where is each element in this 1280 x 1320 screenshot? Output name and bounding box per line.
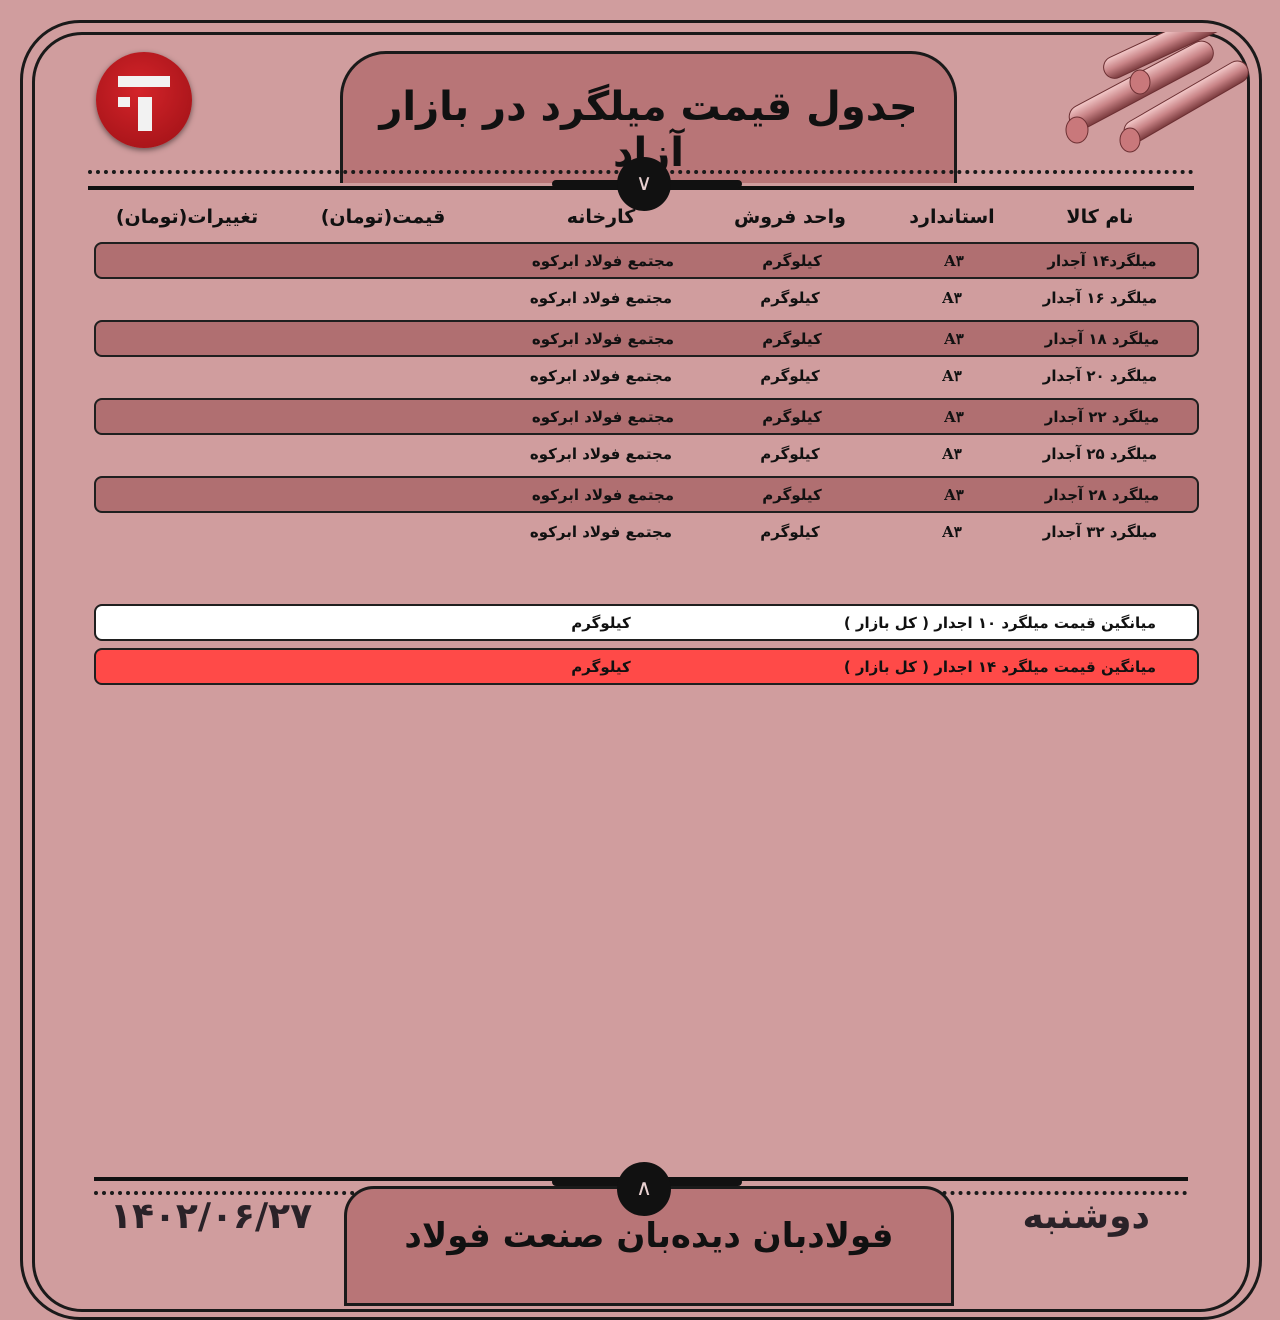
chevron-down-icon[interactable]: ∨ (617, 157, 671, 211)
cell-name: میلگرد ۱۸ آجدار (1044, 330, 1160, 348)
cell-standard: A۳ (942, 445, 962, 463)
table-row: میلگرد۱۴ آجدار A۳ کیلوگرم مجتمع فولاد ابرکو… (94, 242, 1199, 279)
chevron-up-icon[interactable]: ∧ (617, 1162, 671, 1216)
column-header: تغییرات(تومان) (115, 206, 259, 228)
average-row: میانگین قیمت میلگرد ۱۴ اجدار ( کل بازار … (94, 648, 1199, 685)
date: ۱۴۰۲/۰۶/۲۷ (110, 1196, 313, 1237)
cell-unit: کیلوگرم (760, 289, 820, 307)
average-label: میانگین قیمت میلگرد ۱۴ اجدار ( کل بازار … (843, 658, 1156, 676)
cell-unit: کیلوگرم (762, 408, 822, 426)
cell-factory: مجتمع فولاد ابرکوه (529, 523, 673, 541)
cell-name: میلگرد ۱۶ آجدار (1042, 289, 1158, 307)
footer-title: فولادبان دیده‌بان صنعت فولاد (404, 1216, 894, 1256)
table-row: میلگرد ۲۵ آجدار A۳ کیلوگرم مجتمع فولاد ابرک… (94, 437, 1199, 474)
cell-factory: مجتمع فولاد ابرکوه (531, 486, 675, 504)
cell-standard: A۳ (942, 523, 962, 541)
cell-factory: مجتمع فولاد ابرکوه (529, 367, 673, 385)
cell-name: میلگرد ۲۲ آجدار (1044, 408, 1160, 426)
column-header: واحد فروش (734, 206, 846, 228)
rebar-image (1065, 32, 1249, 153)
cell-name: میلگرد ۲۰ آجدار (1042, 367, 1158, 385)
cell-standard: A۳ (942, 289, 962, 307)
cell-name: میلگرد ۲۵ آجدار (1042, 445, 1158, 463)
column-header: نام کالا (1066, 206, 1134, 228)
table-row: میلگرد ۲۲ آجدار A۳ کیلوگرم مجتمع فولاد ابرک… (94, 398, 1199, 435)
cell-standard: A۳ (944, 408, 964, 426)
table-row: میلگرد ۱۶ آجدار A۳ کیلوگرم مجتمع فولاد ابرک… (94, 281, 1199, 318)
table-row: میلگرد ۲۸ آجدار A۳ کیلوگرم مجتمع فولاد ابرک… (94, 476, 1199, 513)
cell-unit: کیلوگرم (760, 445, 820, 463)
cell-unit: کیلوگرم (760, 367, 820, 385)
cell-name: میلگرد ۲۸ آجدار (1044, 486, 1160, 504)
column-header: کارخانه (566, 206, 636, 228)
average-row: میانگین قیمت میلگرد ۱۰ اجدار ( کل بازار … (94, 604, 1199, 641)
cell-unit: کیلوگرم (762, 252, 822, 270)
cell-factory: مجتمع فولاد ابرکوه (531, 252, 675, 270)
cell-factory: مجتمع فولاد ابرکوه (529, 445, 673, 463)
cell-name: میلگرد ۳۲ آجدار (1042, 523, 1158, 541)
cell-factory: مجتمع فولاد ابرکوه (529, 289, 673, 307)
table-row: میلگرد ۱۸ آجدار A۳ کیلوگرم مجتمع فولاد ابرک… (94, 320, 1199, 357)
title-tab (340, 51, 957, 183)
cell-unit: کیلوگرم (760, 523, 820, 541)
average-unit: کیلوگرم (571, 614, 631, 632)
cell-unit: کیلوگرم (762, 330, 822, 348)
cell-factory: مجتمع فولاد ابرکوه (531, 330, 675, 348)
weekday: دوشنبه (1022, 1196, 1150, 1237)
cell-standard: A۳ (944, 252, 964, 270)
cell-standard: A۳ (944, 486, 964, 504)
cell-factory: مجتمع فولاد ابرکوه (531, 408, 675, 426)
table-row: میلگرد ۳۲ آجدار A۳ کیلوگرم مجتمع فولاد ابرک… (94, 515, 1199, 552)
cell-standard: A۳ (944, 330, 964, 348)
cell-name: میلگرد۱۴ آجدار (1047, 252, 1157, 270)
column-header: استاندارد (909, 206, 995, 228)
cell-unit: کیلوگرم (762, 486, 822, 504)
cell-standard: A۳ (942, 367, 962, 385)
average-label: میانگین قیمت میلگرد ۱۰ اجدار ( کل بازار … (843, 614, 1156, 632)
table-row: میلگرد ۲۰ آجدار A۳ کیلوگرم مجتمع فولاد ابرک… (94, 359, 1199, 396)
column-header: قیمت(تومان) (320, 206, 446, 228)
average-unit: کیلوگرم (571, 658, 631, 676)
brand-logo (96, 52, 192, 148)
